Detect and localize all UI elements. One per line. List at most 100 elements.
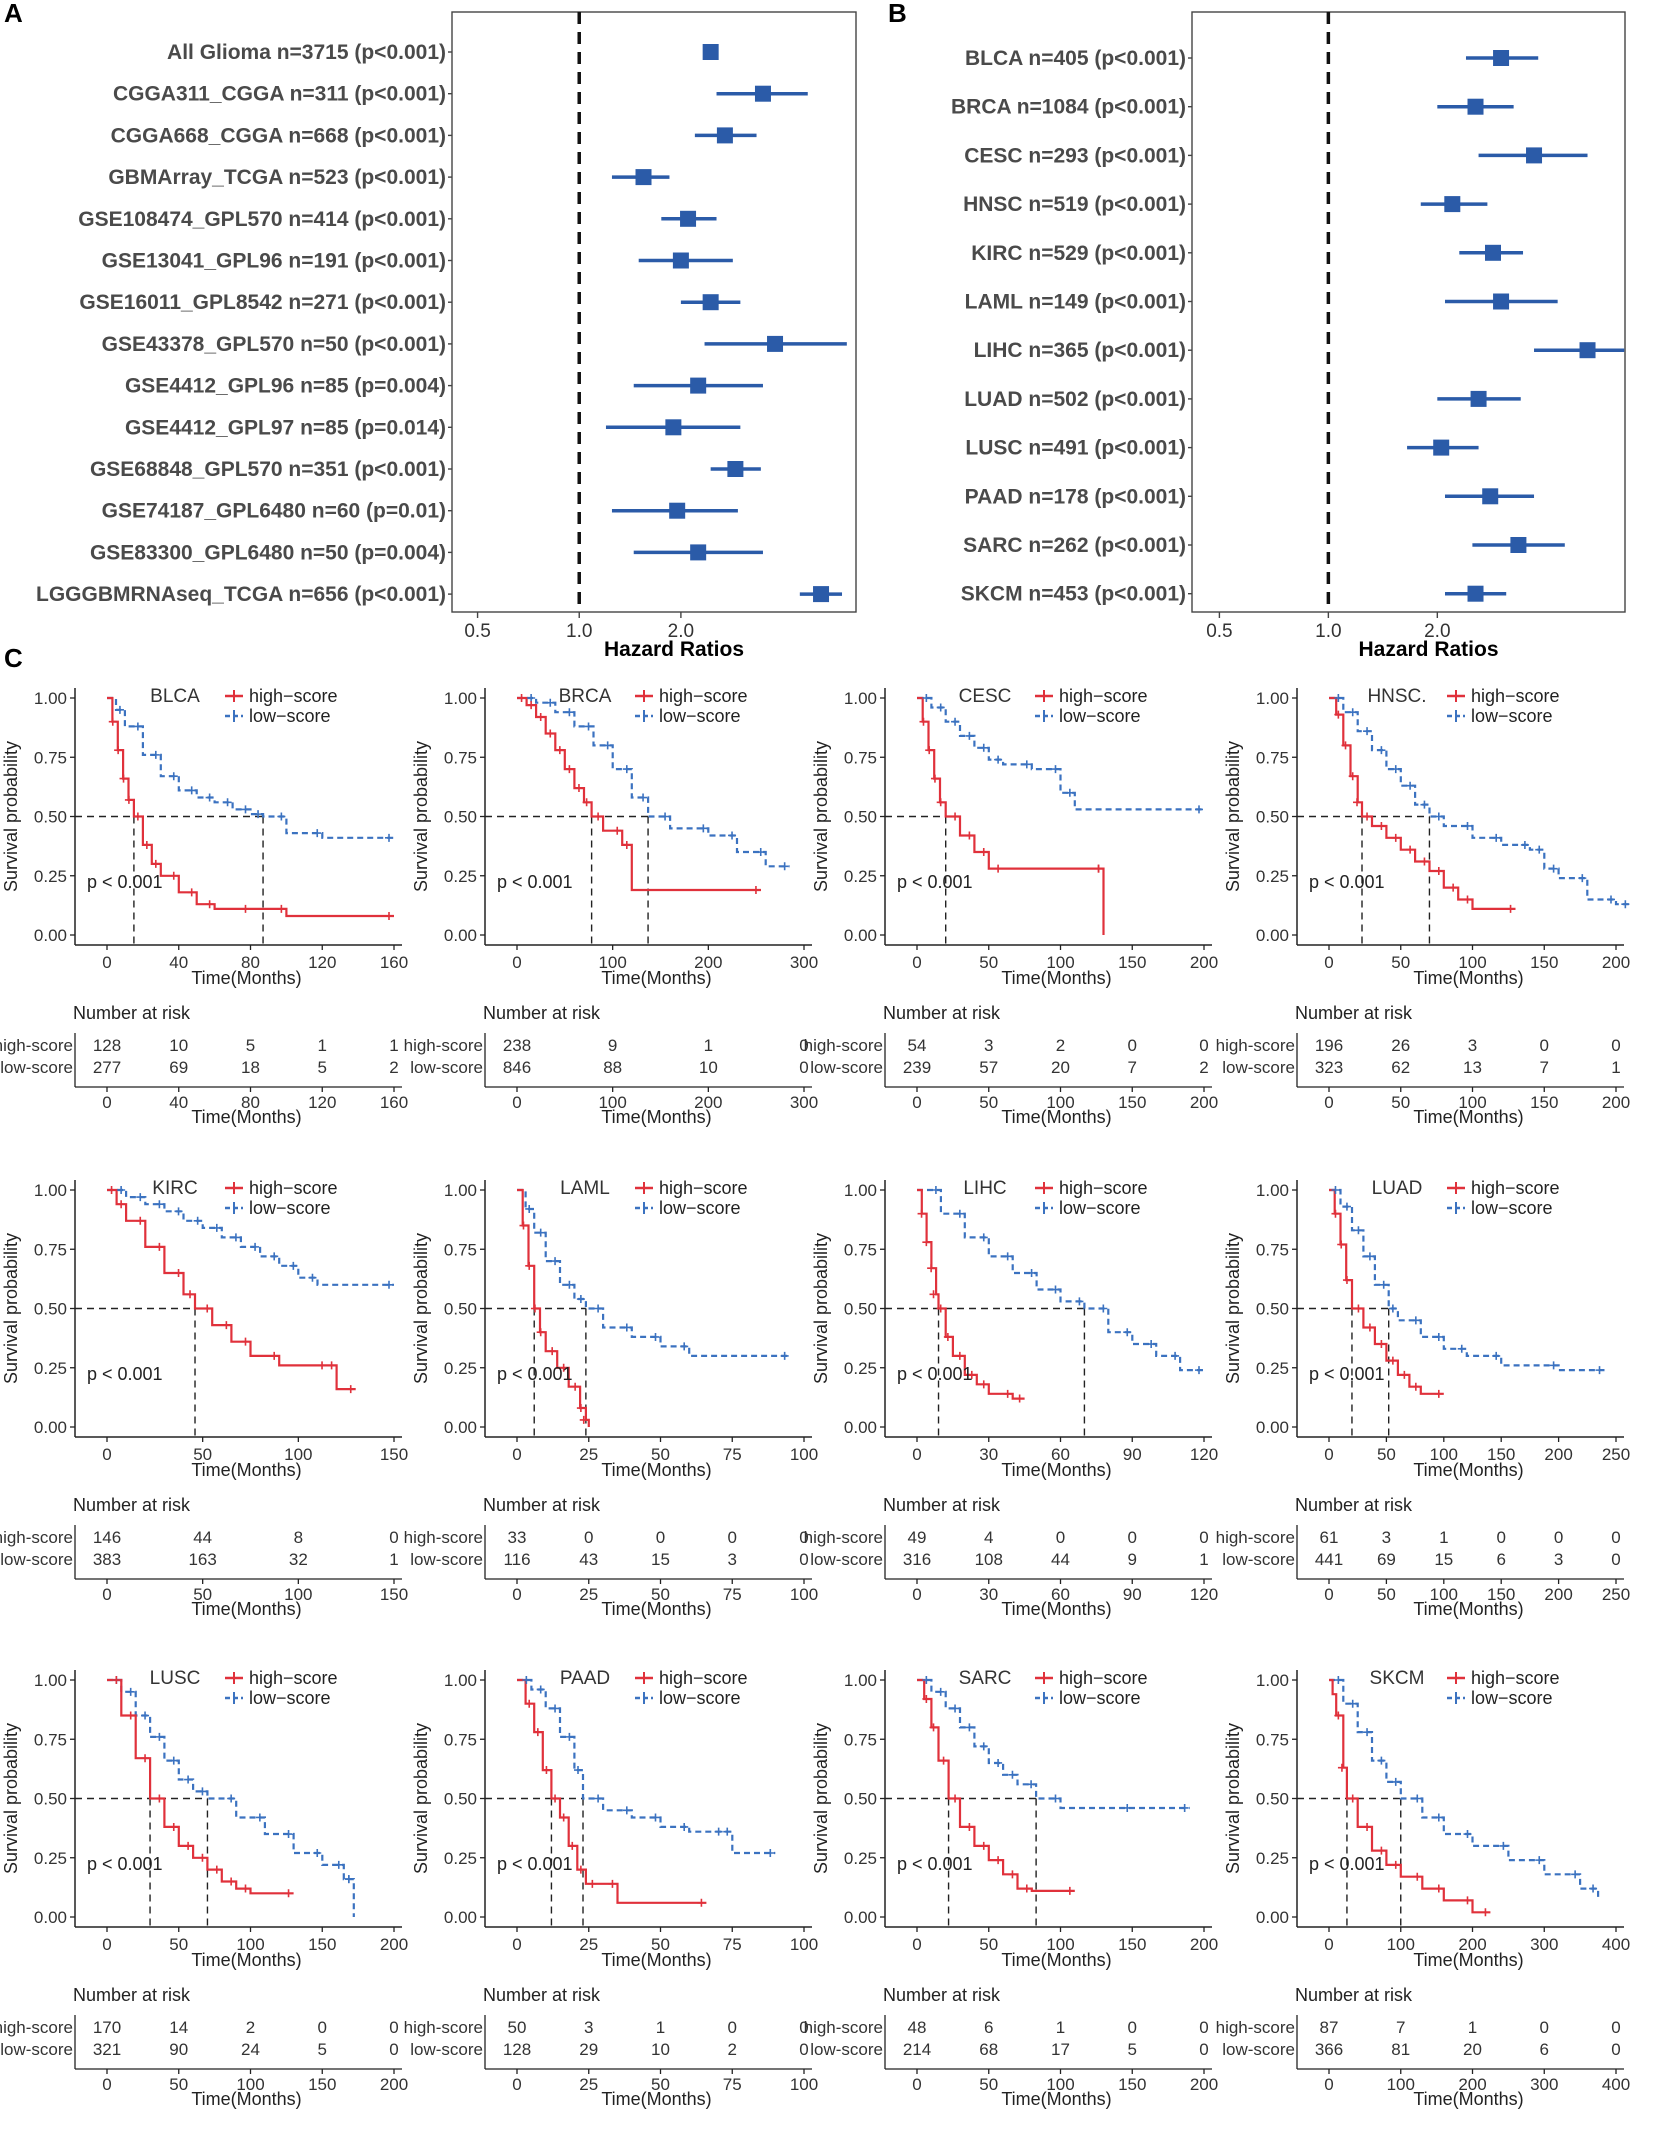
x-tick-label: 75 [723,1445,742,1464]
legend-high-label: high−score [659,1178,748,1198]
risk-x-tick-label: 50 [1391,1093,1410,1112]
risk-x-tick-label: 0 [912,2075,921,2094]
risk-x-tick-label: 100 [790,1585,818,1604]
low-score-censor-mark [174,1207,183,1216]
x-tick-label: 50 [979,1935,998,1954]
high-score-censor-mark [212,1865,221,1874]
risk-high-count: 2 [246,2018,255,2037]
high-score-censor-mark [1420,857,1429,866]
high-score-censor-mark [536,1328,545,1337]
forest-row-label: HNSC n=519 (p<0.001) [963,193,1186,216]
risk-x-tick-label: 100 [284,1585,312,1604]
hazard-ratio-point [1467,585,1484,602]
hazard-ratio-point [767,335,784,352]
risk-x-tick-label: 30 [979,1585,998,1604]
risk-table-title: Number at risk [1295,1985,1413,2005]
high-score-censor-mark [169,1822,178,1831]
forest-row-label: GSE74187_GPL6480 n=60 (p=0.01) [102,500,446,523]
low-score-censor-mark [639,793,648,802]
panel-letter-c: C [4,643,23,673]
low-score-censor-mark [922,1676,931,1684]
x-tick-label: 80 [241,953,260,972]
x-axis-title: Time(Months) [191,1950,301,1970]
low-score-curve [107,1188,394,1286]
y-tick-label: 1.00 [34,1181,67,1200]
risk-low-count: 7 [1540,1058,1549,1077]
legend-low-label: low−score [1471,706,1553,726]
low-score-censor-mark [1549,864,1558,873]
risk-low-label: low-score [0,1550,73,1569]
risk-high-count: 0 [1611,1528,1620,1547]
x-tick-label: 150 [1118,1935,1146,1954]
high-score-censor-mark [1337,1763,1346,1772]
risk-table-title: Number at risk [1295,1003,1413,1023]
risk-table-title: Number at risk [73,1495,191,1515]
low-score-censor-mark [141,1711,150,1720]
x-tick-label: 200 [694,953,722,972]
risk-x-tick-label: 120 [1190,1585,1218,1604]
p-value: p < 0.001 [497,872,573,892]
km-panel-laml: 0.00 0.25 0.50 0.75 1.00 0 25 50 75 100 Survival p… [404,1178,819,1619]
low-score-censor-mark [1147,1340,1156,1349]
x-tick-label: 300 [1530,1935,1558,1954]
low-score-censor-mark [385,1280,393,1289]
forest-plot-b: BLCA n=405 (p<0.001) BRCA n=1084 (p<0.001… [951,11,1626,661]
high-score-censor-mark [1008,1870,1017,1879]
risk-high-count: 0 [1199,2018,1208,2037]
forest-plot-a: All Glioma n=3715 (p<0.001) CGGA311_CGGA … [36,11,857,661]
low-score-censor-mark [766,1849,775,1858]
low-score-censor-mark [1492,833,1501,842]
risk-x-tick-label: 80 [241,1093,260,1112]
y-tick-label: 0.00 [34,1418,67,1437]
hazard-ratio-point [690,544,707,561]
risk-high-count: 14 [169,2018,188,2037]
risk-high-count: 0 [656,1528,665,1547]
risk-x-axis-title: Time(Months) [1001,2089,1111,2109]
low-score-censor-mark [584,722,593,731]
risk-x-tick-label: 200 [1544,1585,1572,1604]
low-score-censor-mark [1391,765,1400,774]
low-score-censor-mark [1363,727,1372,736]
forest-row-label: LIHC n=365 (p<0.001) [974,339,1186,362]
high-score-censor-mark [994,864,1003,873]
x-axis-title: Time(Months) [601,1460,711,1480]
risk-x-tick-label: 100 [1430,1585,1458,1604]
risk-low-count: 7 [1128,1058,1137,1077]
forest-row-label: CGGA668_CGGA n=668 (p<0.001) [111,124,446,147]
y-axis-title: Survival probability [411,741,431,892]
risk-x-axis-title: Time(Months) [1413,1107,1523,1127]
x-tick-label: 50 [169,1935,188,1954]
hazard-ratio-point [1493,293,1510,310]
risk-low-count: 81 [1391,2040,1410,2059]
x-tick-label: 0 [912,1445,921,1464]
p-value: p < 0.001 [1309,1364,1385,1384]
legend-high-label: high−score [1059,686,1148,706]
low-score-censor-mark [1571,1870,1580,1879]
low-score-censor-mark [680,1822,689,1831]
risk-high-label: high-score [0,1036,73,1055]
risk-low-count: 62 [1391,1058,1410,1077]
risk-low-count: 6 [1496,1550,1505,1569]
risk-low-count: 2 [1199,1058,1208,1077]
p-value: p < 0.001 [497,1364,573,1384]
low-score-censor-mark [1003,1252,1012,1261]
high-score-censor-mark [571,1382,580,1391]
x-tick-label: 50 [193,1445,212,1464]
y-tick-label: 0.50 [34,1300,67,1319]
risk-high-count: 0 [389,1528,398,1547]
low-score-censor-mark [965,731,974,740]
high-score-censor-mark [1377,821,1386,830]
risk-x-tick-label: 200 [1190,2075,1218,2094]
low-score-censor-mark [1051,1285,1060,1294]
y-tick-label: 0.50 [34,1790,67,1809]
risk-x-tick-label: 200 [1190,1093,1218,1112]
high-score-curve [107,1188,356,1391]
high-score-censor-mark [184,1841,193,1850]
legend-low-label: low−score [1059,1198,1141,1218]
high-score-censor-mark [126,1711,135,1720]
hazard-ratio-point [1493,50,1510,66]
low-score-censor-mark [1008,1770,1017,1779]
low-score-censor-mark [622,1323,631,1332]
low-score-censor-mark [1463,1830,1472,1839]
high-score-censor-mark [114,746,123,755]
